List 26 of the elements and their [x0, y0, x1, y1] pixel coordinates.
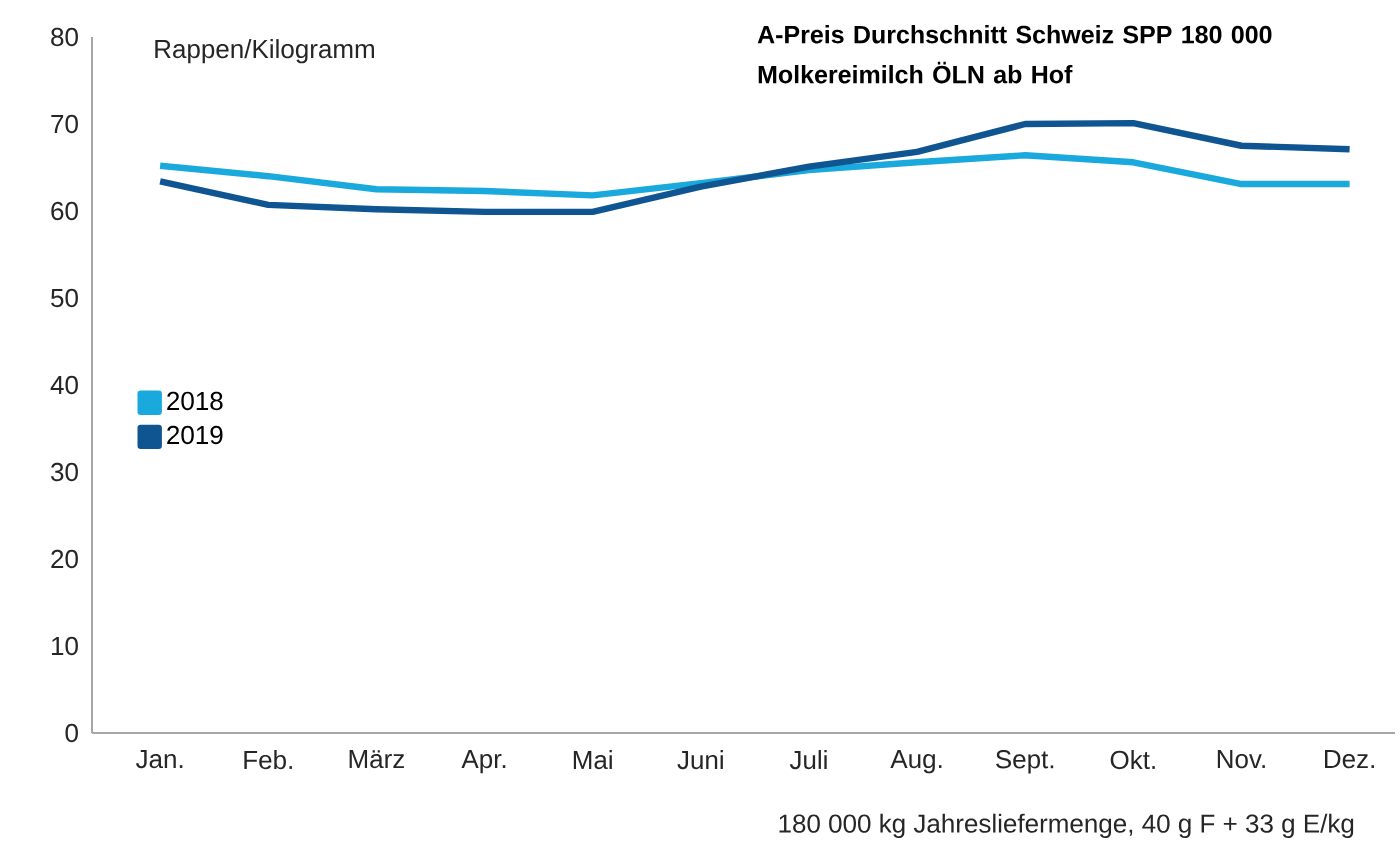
y-tick-label: 80: [51, 27, 78, 47]
y-tick-label: 30: [51, 462, 78, 482]
x-tick-label: Juli: [789, 750, 827, 770]
y-tick-label: 70: [51, 114, 78, 134]
chart-title: A-Preis Durchschnitt Schweiz SPP 180 000 Molkereimilch ÖLN ab Hof: [757, 25, 1272, 84]
legend-label: 2019: [167, 425, 223, 445]
x-tick-label: Okt.: [1110, 750, 1155, 770]
x-tick-label: Dez.: [1325, 750, 1374, 769]
y-axis-title: Rappen/Kilogramm: [155, 39, 374, 64]
x-tick-label: Jan.: [135, 750, 183, 769]
x-tick-label: März: [349, 750, 404, 769]
y-tick-label: 60: [51, 201, 78, 221]
y-tick-label: 0: [65, 723, 78, 743]
y-tick-label: 20: [51, 549, 78, 569]
legend-label: 2018: [167, 391, 223, 411]
x-tick-label: Juni: [677, 750, 723, 770]
x-tick-label: Sept.: [996, 750, 1054, 774]
y-tick-label: 50: [51, 288, 78, 308]
y-tick-label: 40: [50, 375, 78, 395]
text: 180 000 kg Jahresliefermenge, 40 g F + 33 g E/kg: [779, 813, 1354, 838]
x-tick-label: Aug.: [890, 750, 942, 774]
x-tick-label: Mai: [573, 750, 612, 770]
x-tick-label: Feb.: [244, 750, 292, 770]
x-tick-label: Apr.: [461, 750, 506, 774]
y-tick-label: 10: [52, 636, 78, 656]
x-tick-label: Nov.: [1217, 750, 1265, 769]
